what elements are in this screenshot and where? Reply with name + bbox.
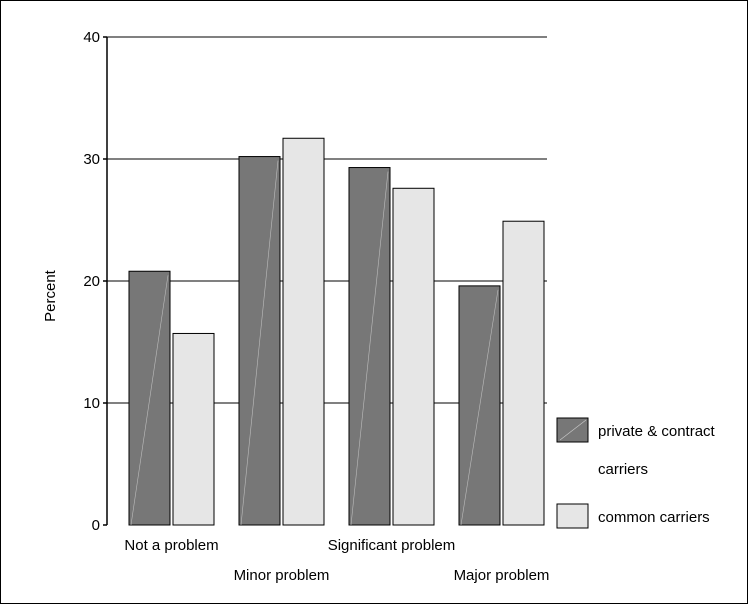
y-tick-label: 20 — [83, 273, 100, 290]
bar-common-0 — [172, 332, 215, 526]
x-tick-label: Minor problem — [234, 567, 330, 584]
legend-label-private-contract-line2: carriers — [598, 461, 648, 478]
bar-common-2 — [392, 187, 435, 526]
bars — [128, 137, 545, 526]
x-tick-labels: Not a problem Minor problem Significant pr… — [124, 537, 549, 584]
y-tick-label: 0 — [92, 517, 100, 534]
x-tick-label: Major problem — [454, 567, 550, 584]
y-tick-label: 10 — [83, 395, 100, 412]
y-axis-label: Percent — [42, 269, 59, 322]
bar-hatch — [130, 275, 169, 526]
legend: private & contract carriers common carri… — [556, 417, 716, 529]
bar-hatch — [350, 171, 389, 526]
x-tick-label: Not a problem — [124, 537, 218, 554]
bar-hatch — [460, 289, 499, 526]
x-tick-label: Significant problem — [328, 537, 456, 554]
y-ticks: 0 10 20 30 40 — [83, 29, 107, 534]
legend-label-common: common carriers — [598, 509, 710, 526]
y-tick-label: 30 — [83, 151, 100, 168]
y-tick-label: 40 — [83, 29, 100, 46]
bar-common-1 — [282, 137, 325, 526]
bar-hatch — [240, 160, 279, 526]
bar-common-3 — [502, 220, 545, 526]
legend-swatch-common — [556, 503, 589, 529]
bar-private-contract-3 — [458, 285, 501, 526]
legend-swatch-private-contract-hatch — [559, 419, 587, 441]
legend-label-private-contract-line1: private & contract — [598, 423, 716, 440]
